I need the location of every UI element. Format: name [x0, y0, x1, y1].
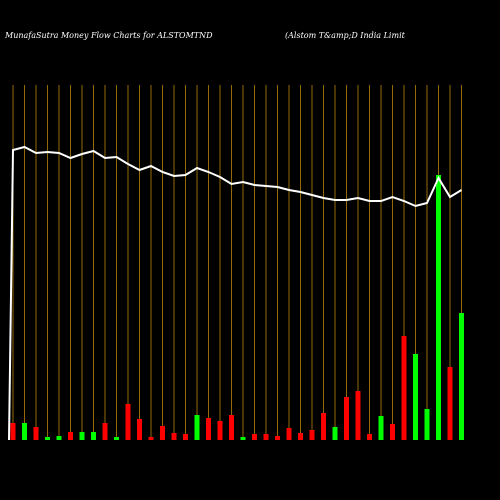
bar: [424, 409, 430, 440]
bar: [79, 432, 85, 440]
bar: [321, 413, 326, 440]
bar: [183, 434, 188, 440]
bar: [286, 428, 292, 440]
bar: [459, 313, 464, 440]
bar: [171, 433, 177, 440]
bar: [229, 415, 234, 440]
bar: [378, 416, 384, 440]
bar: [160, 426, 165, 440]
bar: [275, 436, 280, 440]
bar: [413, 354, 418, 440]
bar: [447, 367, 453, 440]
bar: [436, 175, 441, 440]
bar: [390, 424, 395, 440]
bar: [22, 423, 27, 440]
bar: [114, 437, 119, 440]
bar: [401, 336, 407, 440]
bar: [148, 437, 154, 440]
bar: [332, 427, 338, 440]
bar: [298, 433, 303, 440]
bar: [240, 437, 246, 440]
bar: [68, 432, 73, 440]
bar: [263, 434, 269, 440]
bar: [137, 419, 142, 440]
money-flow-line: [8, 145, 463, 441]
bar: [252, 434, 257, 440]
bar: [56, 436, 62, 440]
chart-title: MunafaSutra Money Flow Charts for ALSTOM…: [4, 31, 213, 40]
bar: [344, 397, 349, 440]
bar: [217, 421, 223, 440]
bar: [309, 430, 315, 440]
bar: [91, 432, 96, 440]
bar: [355, 391, 361, 440]
bar: [45, 437, 50, 440]
bar: [125, 404, 131, 440]
bar: [33, 427, 39, 440]
bar: [206, 418, 211, 440]
bar: [10, 423, 16, 440]
bar: [194, 415, 200, 440]
bar: [102, 423, 108, 440]
chart-subtitle: (Alstom T&amp;D India Limit: [285, 31, 406, 40]
bar: [367, 434, 372, 440]
